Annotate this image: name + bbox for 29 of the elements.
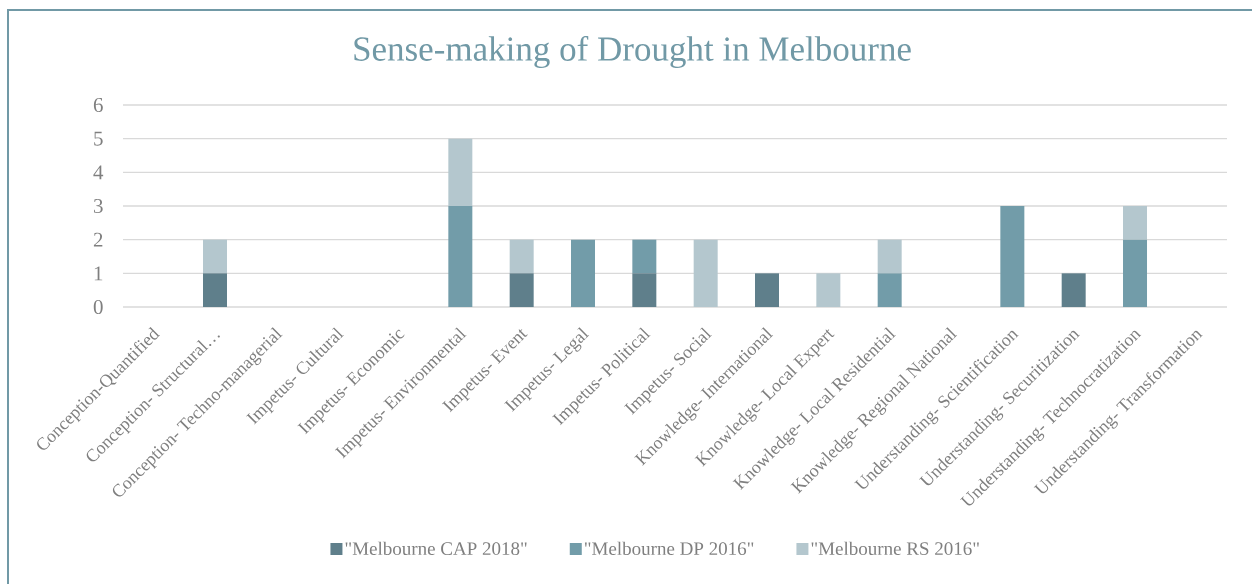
legend-label: "Melbourne CAP 2018" [345,541,527,556]
bar [1061,273,1086,307]
y-tick-label: 4 [93,165,104,180]
bar [448,206,473,307]
bar [203,273,227,307]
legend-label: "Melbourne DP 2016" [584,541,754,556]
bar [877,273,902,307]
bar [816,273,841,307]
legend-label: "Melbourne RS 2016" [811,541,979,556]
bar [693,239,718,307]
bar [632,273,657,307]
y-tick-label: 6 [93,97,103,113]
bar [632,239,657,274]
y-tick-label: 0 [93,299,103,315]
bar [1000,206,1025,307]
bar [509,239,534,274]
bar [1123,206,1148,240]
bar [877,239,902,274]
bar [571,239,595,307]
y-tick-label: 2 [93,232,103,247]
chart-title: Sense-making of Drought in Melbourne [354,35,911,69]
y-tick-label: 1 [94,266,103,281]
bar [448,138,473,206]
bar [203,239,227,274]
bar [509,273,534,307]
bar [755,273,780,307]
bar [1123,239,1148,307]
y-tick-label: 3 [93,198,103,214]
y-tick-label: 5 [94,131,103,146]
